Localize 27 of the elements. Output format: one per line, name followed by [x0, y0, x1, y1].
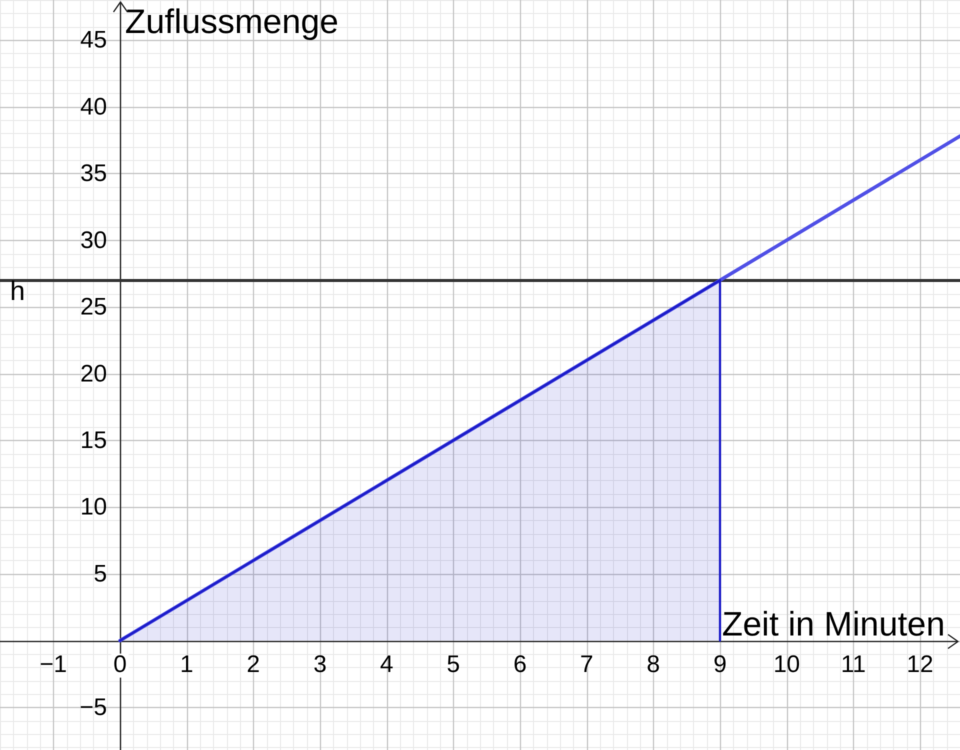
x-tick-label: 10: [773, 651, 800, 678]
y-tick-label: 10: [80, 494, 107, 521]
y-tick-label: 40: [80, 93, 107, 120]
y-tick-label: 30: [80, 226, 107, 254]
x-tick-label: 11: [840, 651, 866, 678]
x-tick-label: −1: [40, 651, 68, 678]
y-tick-label: 45: [80, 26, 107, 54]
y-tick-label: 15: [80, 427, 107, 454]
y-tick-label: 5: [94, 560, 107, 588]
y-tick-label: 25: [80, 294, 107, 321]
y-tick-label: 35: [80, 160, 107, 188]
x-tick-label: 1: [180, 651, 194, 678]
x-tick-label: 2: [246, 651, 260, 678]
x-tick-label: 0: [113, 651, 127, 678]
ref-line-label: h: [10, 276, 26, 306]
x-tick-label: 7: [580, 651, 594, 678]
x-tick-label: 5: [446, 651, 460, 678]
x-tick-label: 4: [380, 651, 394, 678]
x-tick-label: 3: [313, 651, 327, 678]
x-axis-title: Zeit in Minuten: [722, 606, 945, 644]
x-tick-label: 6: [513, 651, 527, 678]
x-tick-label: 12: [906, 651, 934, 678]
y-tick-label: −5: [80, 694, 107, 721]
x-tick-label: 8: [646, 651, 660, 678]
y-tick-label: 20: [80, 360, 107, 388]
y-axis-title: Zuflussmenge: [125, 3, 339, 41]
x-tick-label: 9: [713, 651, 727, 678]
